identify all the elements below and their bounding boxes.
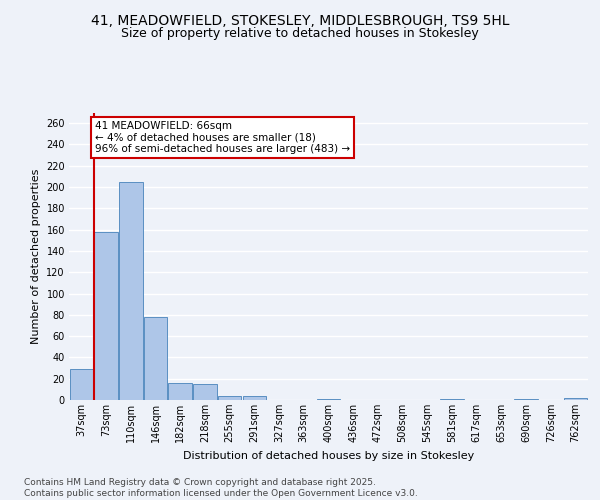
Text: 41, MEADOWFIELD, STOKESLEY, MIDDLESBROUGH, TS9 5HL: 41, MEADOWFIELD, STOKESLEY, MIDDLESBROUG… (91, 14, 509, 28)
X-axis label: Distribution of detached houses by size in Stokesley: Distribution of detached houses by size … (183, 450, 474, 460)
Bar (169, 383, 192, 400)
Y-axis label: Number of detached properties: Number of detached properties (31, 168, 41, 344)
Text: Contains HM Land Registry data © Crown copyright and database right 2025.
Contai: Contains HM Land Registry data © Crown c… (24, 478, 418, 498)
Bar (119, 182, 143, 400)
Bar (440, 399, 464, 400)
Bar (70, 369, 93, 400)
Bar (514, 399, 538, 400)
Bar (218, 396, 241, 400)
Bar (193, 384, 217, 400)
Bar (317, 399, 340, 400)
Bar (144, 317, 167, 400)
Text: Size of property relative to detached houses in Stokesley: Size of property relative to detached ho… (121, 28, 479, 40)
Text: 41 MEADOWFIELD: 66sqm
← 4% of detached houses are smaller (18)
96% of semi-detac: 41 MEADOWFIELD: 66sqm ← 4% of detached h… (95, 121, 350, 154)
Bar (94, 232, 118, 400)
Bar (564, 398, 587, 400)
Bar (242, 396, 266, 400)
